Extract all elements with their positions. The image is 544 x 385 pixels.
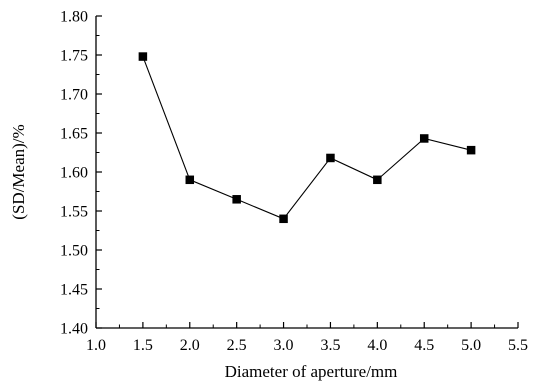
x-tick-label: 1.0 — [86, 337, 106, 354]
y-tick-label: 1.55 — [60, 204, 88, 221]
x-tick-label: 5.0 — [461, 337, 481, 354]
data-point-marker — [138, 52, 148, 61]
y-tick-label: 1.60 — [60, 165, 88, 182]
data-point-marker — [232, 195, 241, 204]
x-tick-label: 3.0 — [274, 337, 294, 354]
x-tick-label: 1.5 — [133, 337, 153, 354]
data-point-marker — [466, 145, 476, 155]
y-tick-label: 1.45 — [60, 282, 88, 299]
x-tick-label: 4.5 — [414, 337, 434, 354]
axes — [95, 16, 518, 329]
y-tick-label: 1.65 — [60, 126, 88, 143]
x-tick-label: 4.0 — [367, 337, 387, 354]
x-tick-label: 5.5 — [508, 337, 528, 354]
data-point-marker — [373, 175, 382, 185]
data-point-marker — [419, 134, 429, 143]
y-axis-ticks: 1.40 1.45 1.50 1.55 1.60 1.65 1.70 1.75 1.80 — [60, 9, 102, 338]
y-axis-label: (SD/Mean)/% — [9, 124, 28, 219]
x-axis-ticks: 1.0 1.5 2.0 2.5 3.0 3.5 4.0 4.5 5.0 5.5 — [86, 322, 528, 354]
y-tick-label: 1.50 — [60, 243, 88, 260]
series-line — [142, 56, 472, 220]
y-tick-label: 1.70 — [60, 87, 88, 104]
data-point-marker — [185, 175, 195, 185]
x-tick-label: 2.0 — [180, 337, 200, 354]
x-axis-label: Diameter of aperture/mm — [225, 362, 398, 381]
x-tick-label: 2.5 — [227, 337, 247, 354]
y-tick-label: 1.75 — [60, 48, 88, 65]
x-tick-label: 3.5 — [320, 337, 340, 354]
data-point-marker — [326, 153, 335, 163]
series-layer — [138, 52, 476, 224]
y-tick-label: 1.40 — [60, 321, 88, 338]
y-tick-label: 1.80 — [60, 9, 88, 26]
data-point-marker — [279, 214, 288, 224]
